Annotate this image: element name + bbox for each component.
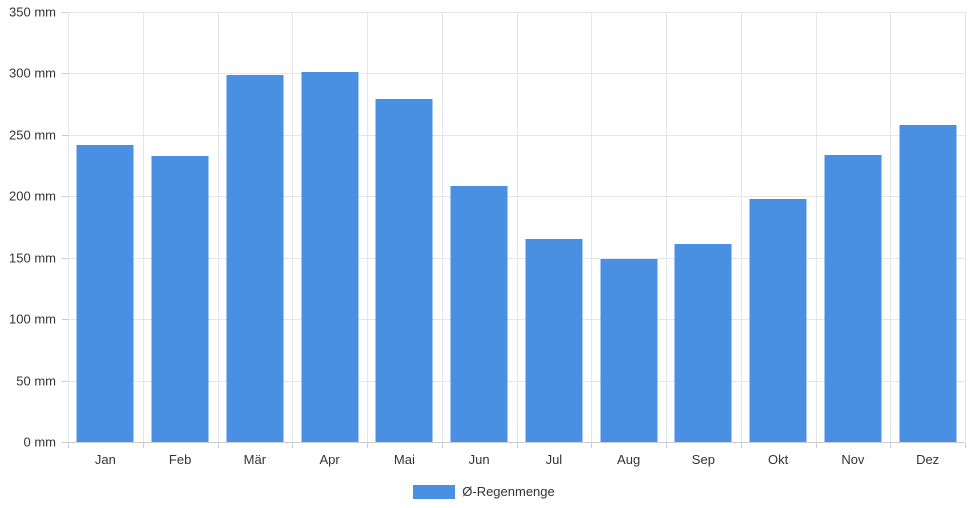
x-axis-label-apr: Apr bbox=[319, 452, 340, 467]
y-axis-tick bbox=[62, 319, 68, 321]
x-gridline bbox=[68, 12, 69, 442]
plot-area bbox=[68, 12, 966, 443]
x-axis-label-aug: Aug bbox=[617, 452, 641, 467]
y-axis-tick bbox=[62, 380, 68, 382]
bar-apr[interactable] bbox=[301, 72, 359, 442]
x-gridline bbox=[142, 12, 144, 442]
x-axis-tick bbox=[815, 443, 817, 448]
y-axis-tick-label: 350 mm bbox=[9, 4, 56, 20]
x-gridline bbox=[367, 12, 368, 442]
bar-slot-aug bbox=[591, 12, 666, 442]
bar-slots bbox=[68, 12, 965, 442]
x-axis-tick bbox=[68, 443, 69, 448]
x-axis-tick bbox=[217, 443, 219, 448]
x-axis-label-mai: Mai bbox=[393, 452, 415, 467]
bar-jun[interactable] bbox=[450, 186, 508, 442]
y-axis-tick bbox=[62, 442, 68, 443]
bar-jul[interactable] bbox=[525, 239, 583, 442]
bar-mär[interactable] bbox=[226, 74, 284, 442]
x-axis-label-jul: Jul bbox=[545, 452, 563, 467]
x-axis-tick bbox=[965, 443, 966, 448]
x-gridline bbox=[591, 12, 593, 442]
y-axis-tick-label: 50 mm bbox=[16, 373, 56, 389]
bar-slot-sep bbox=[666, 12, 741, 442]
x-gridline bbox=[666, 12, 667, 442]
y-axis-tick bbox=[62, 73, 68, 75]
legend-label: Ø-Regenmenge bbox=[462, 484, 555, 499]
x-gridline bbox=[217, 12, 219, 442]
x-axis-label-dez: Dez bbox=[916, 452, 940, 467]
bar-okt[interactable] bbox=[749, 198, 807, 442]
bar-slot-apr bbox=[292, 12, 367, 442]
y-axis-tick bbox=[62, 12, 68, 13]
legend[interactable]: Ø-Regenmenge bbox=[0, 484, 968, 499]
x-axis-tick bbox=[890, 443, 892, 448]
x-axis-tick bbox=[591, 443, 593, 448]
legend-swatch bbox=[413, 484, 456, 499]
x-axis-tick bbox=[441, 443, 443, 448]
x-axis-label-okt: Okt bbox=[768, 452, 789, 467]
x-gridline bbox=[441, 12, 443, 442]
x-axis-label-jun: Jun bbox=[468, 452, 490, 467]
y-axis-tick bbox=[62, 257, 68, 259]
bar-feb[interactable] bbox=[151, 155, 209, 442]
y-axis-tick-label: 250 mm bbox=[9, 127, 56, 143]
x-axis-label-mär: Mär bbox=[243, 452, 267, 467]
bar-mai[interactable] bbox=[375, 99, 433, 442]
x-axis-tick bbox=[292, 443, 294, 448]
y-axis-tick-label: 150 mm bbox=[9, 250, 56, 266]
bar-sep[interactable] bbox=[674, 244, 732, 442]
x-axis-tick bbox=[367, 443, 368, 448]
bar-slot-jul bbox=[517, 12, 592, 442]
bar-slot-nov bbox=[816, 12, 891, 442]
bar-dez[interactable] bbox=[899, 125, 957, 442]
x-axis-tick bbox=[740, 443, 742, 448]
y-axis-tick-label: 0 mm bbox=[23, 434, 57, 450]
bar-aug[interactable] bbox=[600, 258, 658, 442]
x-gridline bbox=[516, 12, 518, 442]
bar-slot-okt bbox=[741, 12, 816, 442]
x-axis-label-feb: Feb bbox=[168, 452, 192, 467]
bar-jan[interactable] bbox=[76, 144, 134, 442]
x-gridline bbox=[890, 12, 892, 442]
y-axis-tick bbox=[62, 196, 68, 198]
x-axis-tick bbox=[516, 443, 518, 448]
x-gridline bbox=[815, 12, 817, 442]
x-axis-label-sep: Sep bbox=[691, 452, 715, 467]
x-axis-tick bbox=[666, 443, 667, 448]
y-axis-tick-label: 300 mm bbox=[9, 65, 56, 81]
x-gridline bbox=[740, 12, 742, 442]
bar-slot-mai bbox=[367, 12, 442, 442]
bar-slot-dez bbox=[890, 12, 965, 442]
x-axis-tick bbox=[142, 443, 144, 448]
bar-slot-jan bbox=[68, 12, 143, 442]
bar-slot-feb bbox=[143, 12, 218, 442]
x-gridline bbox=[292, 12, 294, 442]
y-axis-tick-label: 200 mm bbox=[9, 188, 56, 204]
bar-nov[interactable] bbox=[824, 154, 882, 442]
y-axis-tick-label: 100 mm bbox=[9, 311, 56, 327]
x-axis-label-nov: Nov bbox=[841, 452, 865, 467]
x-gridline bbox=[965, 12, 966, 442]
bar-slot-mär bbox=[218, 12, 293, 442]
bar-slot-jun bbox=[442, 12, 517, 442]
y-axis-tick bbox=[62, 134, 68, 136]
x-axis-label-jan: Jan bbox=[94, 452, 116, 467]
